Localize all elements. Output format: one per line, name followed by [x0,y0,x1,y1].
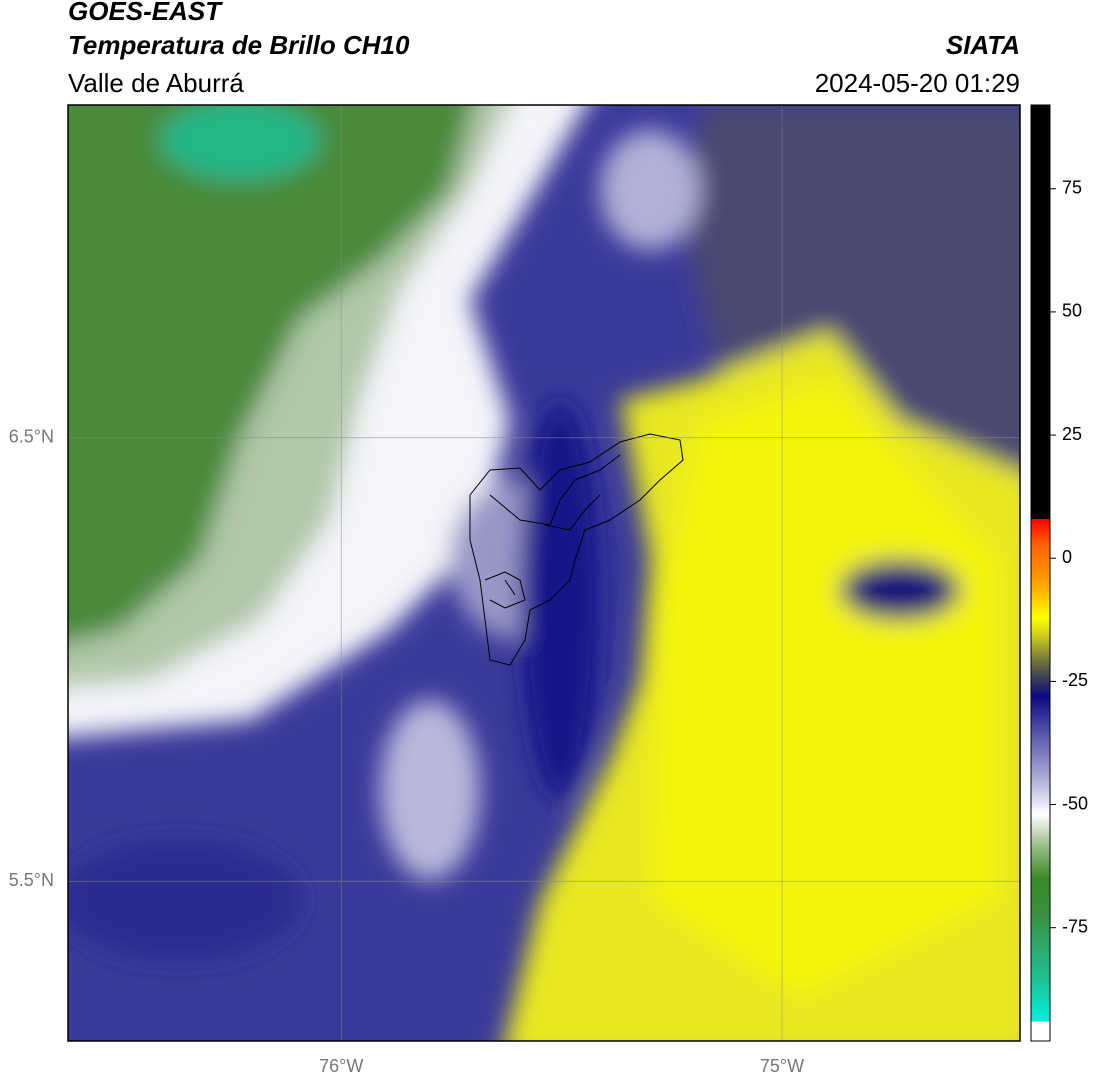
y-tick-label: 5.5°N [9,870,54,890]
datetime: 2024-05-20 01:29 [815,68,1020,98]
colorbar [1030,104,1051,1042]
colorbar-tick-label: -75 [1062,916,1088,936]
x-tick-label: 75°W [760,1056,804,1076]
title: GOES-EAST [68,0,223,26]
colorbar-tick-label: -50 [1062,793,1088,813]
colorbar-tick-label: -25 [1062,670,1088,690]
region: Valle de Aburrá [68,68,244,98]
subtitle: Temperatura de Brillo CH10 [68,30,410,60]
colorbar-tick-label: 0 [1062,547,1072,567]
colorbar-tick-label: 25 [1062,424,1082,444]
x-tick-label: 76°W [319,1056,363,1076]
grid [68,105,1020,1041]
colorbar-tick-label: 50 [1062,301,1082,321]
aburra-outline [469,433,684,666]
map-field [68,105,1020,1041]
field-shapes [68,105,1020,1041]
map-frame [67,104,1021,1042]
source: SIATA [946,30,1020,60]
colorbar-tick-label: 75 [1062,177,1082,197]
y-tick-label: 6.5°N [9,426,54,446]
